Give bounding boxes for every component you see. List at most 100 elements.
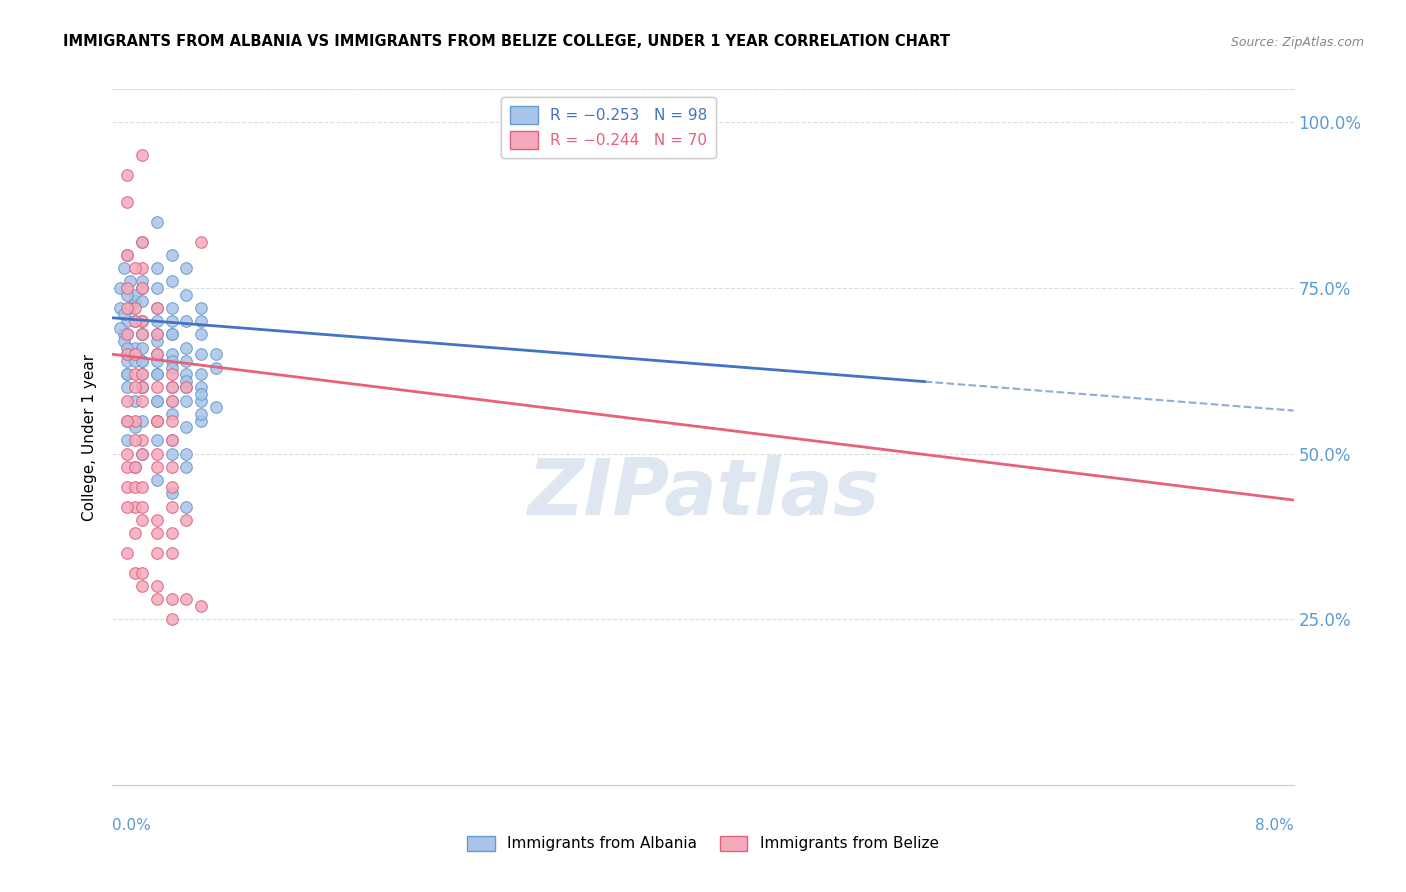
- Point: [160, 274, 183, 288]
- Point: [131, 314, 153, 328]
- Point: [160, 459, 183, 474]
- Point: [124, 459, 146, 474]
- Point: [146, 413, 169, 427]
- Point: [160, 434, 183, 448]
- Point: [124, 380, 146, 394]
- Point: [124, 459, 146, 474]
- Point: [124, 480, 146, 494]
- Point: [160, 360, 183, 375]
- Point: [117, 169, 138, 183]
- Point: [131, 354, 153, 368]
- Point: [131, 579, 153, 593]
- Point: [146, 413, 169, 427]
- Point: [117, 314, 138, 328]
- Point: [131, 327, 153, 342]
- Point: [117, 327, 138, 342]
- Legend: Immigrants from Albania, Immigrants from Belize: Immigrants from Albania, Immigrants from…: [461, 830, 945, 857]
- Point: [190, 347, 212, 361]
- Point: [117, 347, 138, 361]
- Point: [117, 393, 138, 408]
- Point: [205, 401, 228, 415]
- Text: 0.0%: 0.0%: [112, 818, 152, 832]
- Point: [146, 413, 169, 427]
- Point: [146, 327, 169, 342]
- Point: [146, 347, 169, 361]
- Point: [131, 367, 153, 381]
- Point: [124, 294, 146, 309]
- Legend: R = −0.253   N = 98, R = −0.244   N = 70: R = −0.253 N = 98, R = −0.244 N = 70: [501, 97, 716, 158]
- Point: [124, 261, 146, 276]
- Point: [117, 546, 138, 560]
- Point: [117, 413, 138, 427]
- Point: [131, 354, 153, 368]
- Point: [160, 500, 183, 514]
- Point: [117, 287, 138, 301]
- Point: [131, 566, 153, 580]
- Text: ZIPatlas: ZIPatlas: [527, 455, 879, 531]
- Point: [112, 334, 135, 348]
- Point: [131, 148, 153, 162]
- Point: [131, 327, 153, 342]
- Point: [174, 314, 197, 328]
- Point: [124, 500, 146, 514]
- Point: [124, 367, 146, 381]
- Point: [160, 314, 183, 328]
- Point: [190, 380, 212, 394]
- Point: [160, 447, 183, 461]
- Point: [146, 459, 169, 474]
- Point: [190, 393, 212, 408]
- Point: [190, 235, 212, 249]
- Point: [146, 434, 169, 448]
- Point: [174, 261, 197, 276]
- Point: [160, 526, 183, 541]
- Point: [117, 347, 138, 361]
- Point: [190, 367, 212, 381]
- Point: [146, 579, 169, 593]
- Point: [146, 367, 169, 381]
- Point: [190, 314, 212, 328]
- Point: [190, 407, 212, 421]
- Point: [146, 526, 169, 541]
- Point: [124, 413, 146, 427]
- Point: [146, 380, 169, 394]
- Point: [131, 281, 153, 295]
- Point: [146, 334, 169, 348]
- Point: [146, 261, 169, 276]
- Point: [124, 287, 146, 301]
- Point: [124, 354, 146, 368]
- Point: [131, 380, 153, 394]
- Point: [131, 235, 153, 249]
- Point: [117, 447, 138, 461]
- Point: [131, 380, 153, 394]
- Point: [190, 301, 212, 315]
- Point: [117, 434, 138, 448]
- Point: [174, 513, 197, 527]
- Point: [124, 393, 146, 408]
- Point: [117, 413, 138, 427]
- Point: [146, 314, 169, 328]
- Point: [174, 287, 197, 301]
- Y-axis label: College, Under 1 year: College, Under 1 year: [82, 353, 97, 521]
- Point: [146, 473, 169, 487]
- Point: [131, 480, 153, 494]
- Point: [120, 301, 142, 315]
- Point: [131, 513, 153, 527]
- Text: 8.0%: 8.0%: [1254, 818, 1294, 832]
- Point: [117, 341, 138, 355]
- Point: [117, 248, 138, 262]
- Point: [112, 327, 135, 342]
- Point: [205, 347, 228, 361]
- Text: IMMIGRANTS FROM ALBANIA VS IMMIGRANTS FROM BELIZE COLLEGE, UNDER 1 YEAR CORRELAT: IMMIGRANTS FROM ALBANIA VS IMMIGRANTS FR…: [63, 34, 950, 49]
- Point: [131, 393, 153, 408]
- Point: [174, 459, 197, 474]
- Point: [146, 393, 169, 408]
- Point: [146, 281, 169, 295]
- Point: [146, 301, 169, 315]
- Point: [112, 261, 135, 276]
- Point: [131, 500, 153, 514]
- Point: [117, 327, 138, 342]
- Point: [131, 447, 153, 461]
- Point: [174, 380, 197, 394]
- Text: Source: ZipAtlas.com: Source: ZipAtlas.com: [1230, 36, 1364, 49]
- Point: [117, 500, 138, 514]
